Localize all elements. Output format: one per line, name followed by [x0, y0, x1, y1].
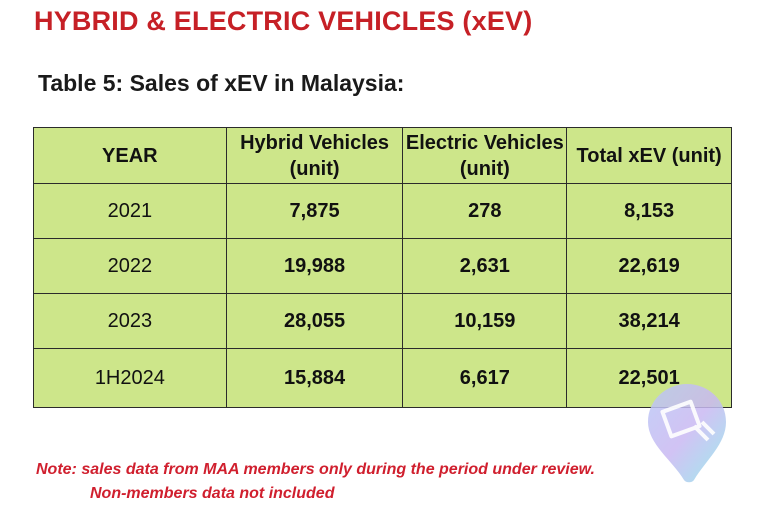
table-row: 1H2024 15,884 6,617 22,501 [33, 348, 732, 408]
total-cell: 8,153 [566, 183, 732, 239]
electric-cell: 6,617 [402, 348, 568, 408]
year-cell: 1H2024 [33, 348, 227, 408]
column-header-total: Total xEV (unit) [566, 127, 732, 184]
hybrid-cell: 19,988 [225, 238, 404, 294]
year-cell: 2023 [33, 293, 227, 349]
page-heading: HYBRID & ELECTRIC VEHICLES (xEV) [34, 6, 533, 36]
table-title: Table 5: Sales of xEV in Malaysia: [38, 70, 405, 96]
table-header-row: YEAR Hybrid Vehicles (unit) Electric Veh… [33, 127, 732, 184]
year-cell: 2022 [33, 238, 227, 294]
table-row: 2021 7,875 278 8,153 [33, 183, 732, 239]
column-header-year: YEAR [33, 127, 227, 184]
sales-table: YEAR Hybrid Vehicles (unit) Electric Veh… [33, 127, 732, 408]
hybrid-cell: 15,884 [225, 348, 404, 408]
hybrid-cell: 28,055 [225, 293, 404, 349]
table-row: 2023 28,055 10,159 38,214 [33, 293, 732, 349]
watermark-logo-icon [648, 384, 726, 483]
hybrid-cell: 7,875 [225, 183, 404, 239]
column-header-hybrid: Hybrid Vehicles (unit) [225, 127, 404, 184]
footnote-line-1: Note: sales data from MAA members only d… [36, 461, 595, 478]
electric-cell: 2,631 [402, 238, 568, 294]
table-row: 2022 19,988 2,631 22,619 [33, 238, 732, 294]
total-cell: 22,619 [566, 238, 732, 294]
footnote: Note: sales data from MAA members only d… [36, 458, 595, 506]
electric-cell: 278 [402, 183, 568, 239]
electric-cell: 10,159 [402, 293, 568, 349]
footnote-line-2: Non-members data not included [90, 485, 335, 502]
year-cell: 2021 [33, 183, 227, 239]
total-cell: 38,214 [566, 293, 732, 349]
column-header-electric: Electric Vehicles (unit) [402, 127, 568, 184]
